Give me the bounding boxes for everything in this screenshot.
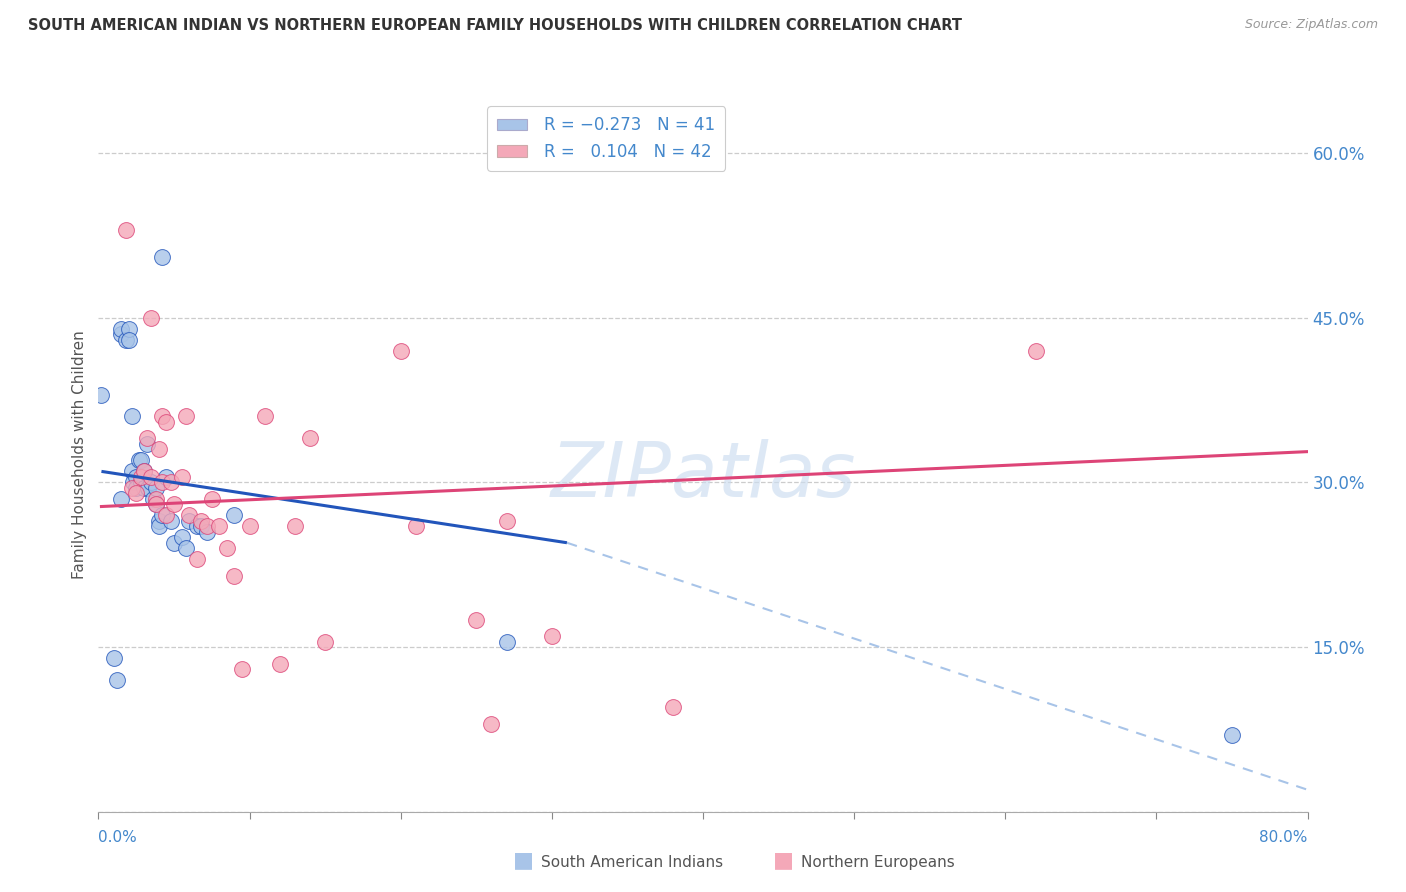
Point [148, 442, 170, 457]
Legend: R = −0.273   N = 41, R =   0.104   N = 42: R = −0.273 N = 41, R = 0.104 N = 42 [488, 106, 725, 170]
Point [110, 327, 132, 342]
Point [145, 491, 167, 506]
Point [481, 717, 503, 731]
Point [118, 333, 141, 347]
Point [170, 530, 193, 544]
Point [190, 514, 212, 528]
Point [231, 662, 253, 676]
Point [160, 475, 183, 490]
Point [174, 541, 197, 556]
Text: ■: ■ [513, 850, 534, 870]
Point [150, 409, 173, 424]
Point [103, 651, 125, 665]
Point [155, 470, 177, 484]
Point [239, 519, 262, 533]
Text: Northern Europeans: Northern Europeans [801, 855, 955, 870]
Point [110, 491, 132, 506]
Point [160, 514, 183, 528]
Point [125, 470, 148, 484]
Point [145, 497, 167, 511]
Y-axis label: Family Households with Children: Family Households with Children [72, 331, 87, 579]
Point [1024, 343, 1046, 358]
Text: 0.0%: 0.0% [98, 830, 138, 845]
Point [135, 432, 157, 446]
Point [662, 700, 685, 714]
Text: ■: ■ [773, 850, 794, 870]
Point [145, 497, 167, 511]
Point [253, 409, 276, 424]
Point [201, 491, 224, 506]
Point [121, 409, 143, 424]
Point [195, 524, 218, 539]
Point [129, 470, 152, 484]
Point [121, 481, 143, 495]
Point [141, 310, 163, 325]
Point [114, 223, 136, 237]
Point [1220, 728, 1243, 742]
Point [174, 409, 197, 424]
Point [224, 568, 246, 582]
Point [190, 519, 212, 533]
Point [150, 475, 173, 490]
Point [170, 470, 193, 484]
Text: Source: ZipAtlas.com: Source: ZipAtlas.com [1244, 18, 1378, 31]
Point [163, 535, 186, 549]
Point [465, 613, 488, 627]
Point [148, 519, 170, 533]
Point [179, 514, 201, 528]
Point [150, 250, 173, 264]
Point [114, 333, 136, 347]
Point [186, 552, 208, 566]
Point [314, 634, 336, 648]
Point [405, 519, 427, 533]
Text: 80.0%: 80.0% [1260, 830, 1308, 845]
Point [105, 673, 128, 687]
Point [129, 453, 152, 467]
Point [540, 629, 562, 643]
Point [118, 321, 141, 335]
Point [495, 634, 517, 648]
Point [155, 415, 177, 429]
Point [141, 470, 163, 484]
Point [208, 519, 231, 533]
Point [122, 475, 145, 490]
Point [155, 508, 177, 523]
Point [145, 481, 167, 495]
Point [90, 387, 112, 401]
Point [224, 508, 246, 523]
Point [132, 464, 155, 478]
Text: ZIPatlas: ZIPatlas [550, 440, 856, 513]
Point [121, 464, 143, 478]
Point [163, 497, 186, 511]
Point [150, 508, 173, 523]
Point [129, 475, 152, 490]
Point [142, 491, 165, 506]
Point [186, 519, 208, 533]
Point [128, 453, 150, 467]
Point [125, 486, 148, 500]
Point [195, 519, 218, 533]
Point [269, 657, 291, 671]
Point [141, 475, 163, 490]
Point [110, 321, 132, 335]
Point [135, 437, 157, 451]
Point [215, 541, 238, 556]
Point [495, 514, 517, 528]
Point [299, 432, 322, 446]
Text: SOUTH AMERICAN INDIAN VS NORTHERN EUROPEAN FAMILY HOUSEHOLDS WITH CHILDREN CORRE: SOUTH AMERICAN INDIAN VS NORTHERN EUROPE… [28, 18, 962, 33]
Text: South American Indians: South American Indians [541, 855, 724, 870]
Point [148, 514, 170, 528]
Point [389, 343, 412, 358]
Point [179, 508, 201, 523]
Point [132, 481, 155, 495]
Point [132, 464, 155, 478]
Point [125, 481, 148, 495]
Point [136, 481, 159, 495]
Point [284, 519, 307, 533]
